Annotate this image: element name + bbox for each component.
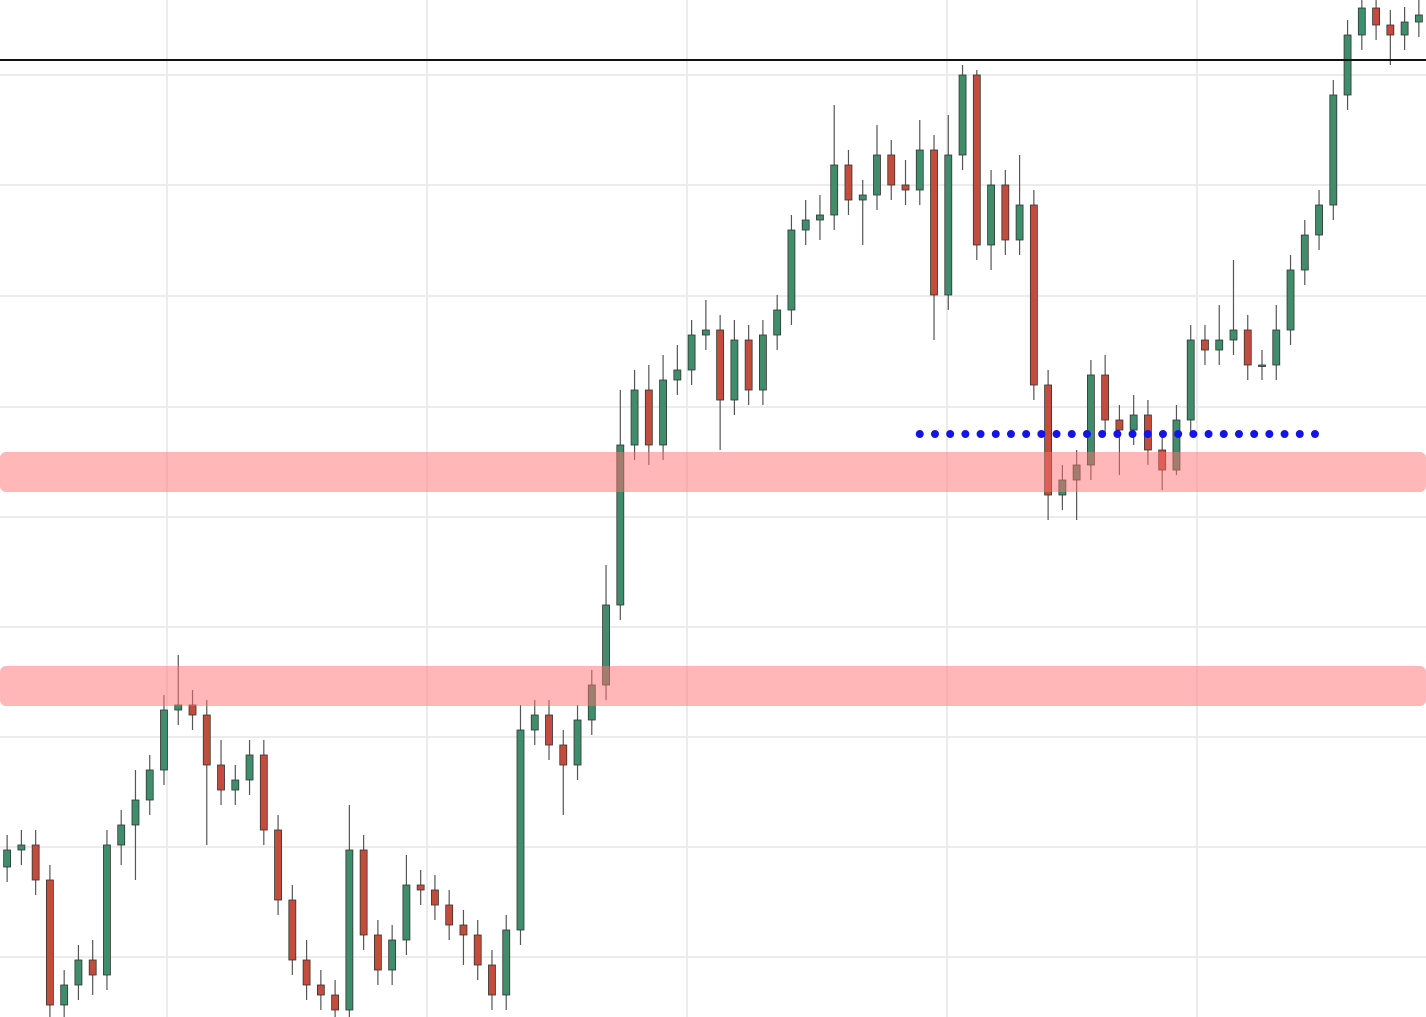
candle-body [31, 844, 40, 881]
candle-body [231, 779, 240, 791]
candle-body [488, 964, 496, 996]
candle-body [1329, 94, 1338, 206]
candle-body [616, 444, 625, 606]
candle-body [816, 214, 824, 221]
candle-body [1400, 21, 1409, 36]
zone [0, 666, 1426, 706]
candle-body [431, 889, 439, 906]
candle-body [160, 709, 168, 771]
candle-body [1186, 339, 1195, 421]
candle-body [659, 379, 667, 446]
candle-body [673, 369, 682, 381]
candle-body [944, 154, 953, 296]
candle-body [787, 229, 796, 311]
candle-body [402, 884, 411, 941]
candle-body [701, 329, 710, 336]
candle-body [1015, 204, 1024, 241]
candle-body [1372, 7, 1380, 26]
candle-body [1300, 234, 1309, 271]
candle-body [245, 754, 254, 781]
candle-body [1129, 414, 1138, 431]
candle-body [502, 929, 511, 996]
candle-body [545, 714, 553, 746]
candle-body [302, 959, 311, 986]
candle-body [559, 744, 568, 766]
candle-body [716, 329, 725, 401]
candle-body [1229, 329, 1238, 341]
candle-body [858, 194, 867, 201]
candle-body [217, 764, 225, 791]
candle-body [530, 714, 539, 731]
candle-body [1357, 7, 1366, 36]
candle-body [844, 164, 853, 201]
candle-body [630, 389, 639, 446]
candle-body [644, 389, 653, 446]
candle-body [1115, 419, 1124, 431]
zone [0, 452, 1426, 492]
candle-body [801, 219, 810, 231]
candle-body [373, 934, 382, 971]
candle-body [773, 309, 782, 336]
candle-body [416, 884, 425, 891]
candle-body [17, 844, 26, 851]
candle-body [759, 334, 767, 391]
candle-body [1243, 329, 1252, 366]
candle-body [1001, 184, 1010, 241]
candle-body [359, 849, 368, 936]
candle-body [516, 729, 525, 931]
candle-body [88, 959, 97, 976]
candle-body [3, 849, 12, 868]
candle-body [1086, 374, 1095, 466]
candle-body [972, 74, 981, 246]
candle-body [316, 984, 325, 996]
vertical-grid [166, 0, 1198, 1017]
candle-body [730, 339, 739, 401]
candle-body [887, 154, 896, 186]
candle-body [573, 719, 582, 766]
candle-body [388, 939, 397, 971]
candle-body [930, 149, 938, 296]
candle-body [473, 934, 482, 966]
candle-body [145, 769, 154, 801]
candle-body [1258, 364, 1266, 367]
candle-body [915, 149, 924, 191]
candle-body [1414, 14, 1423, 23]
candle-body [74, 959, 83, 986]
candle-body [60, 984, 69, 1006]
candle-body [103, 844, 111, 976]
candle-body [1386, 24, 1395, 36]
candle-body [345, 849, 354, 1011]
candle-body [1286, 269, 1295, 331]
candle-body [958, 74, 967, 156]
candle-body [1044, 384, 1053, 496]
candle-body [1272, 329, 1281, 366]
candle-body [445, 904, 454, 926]
candle-body [46, 879, 54, 1006]
candle-body [830, 164, 839, 216]
candle-body [901, 184, 910, 191]
candle-body [131, 799, 140, 826]
candle-body [1029, 204, 1038, 386]
candle-body [687, 334, 696, 371]
candle-body [987, 184, 995, 246]
candle-body [274, 829, 282, 901]
candle-body [1101, 374, 1110, 421]
candle-body [744, 339, 753, 391]
candle-body [117, 824, 126, 846]
candle-body [459, 924, 468, 936]
candle-body [873, 154, 881, 196]
candle-body [331, 994, 340, 1011]
candle-body [188, 704, 197, 716]
candle-body [1315, 204, 1323, 236]
candle-body [259, 754, 268, 831]
candle-body [1343, 34, 1352, 96]
candle-body [288, 899, 297, 961]
candle-body [1215, 339, 1224, 351]
candle-body [202, 714, 211, 766]
candle-body [1201, 339, 1209, 351]
